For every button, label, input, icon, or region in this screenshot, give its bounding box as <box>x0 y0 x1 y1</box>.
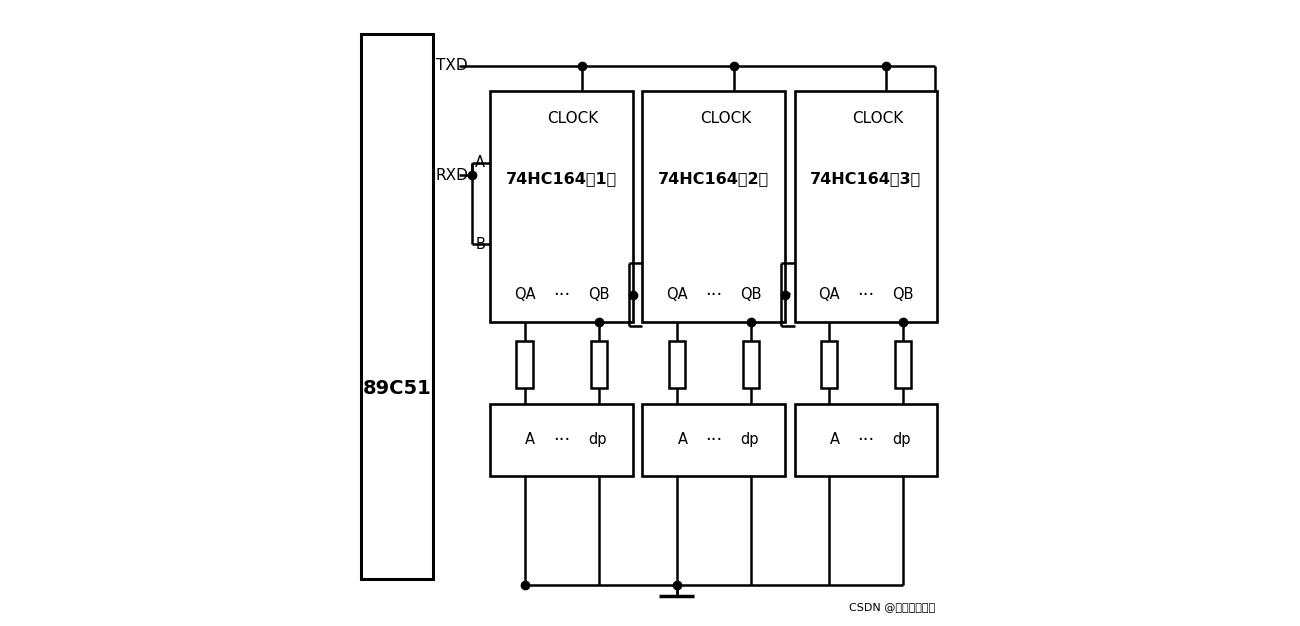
Text: QB: QB <box>588 287 610 302</box>
Text: CLOCK: CLOCK <box>852 111 903 126</box>
Text: ···: ··· <box>857 285 875 304</box>
Text: ···: ··· <box>705 431 723 449</box>
Text: TXD: TXD <box>436 58 468 73</box>
Bar <box>361 34 433 579</box>
Text: RXD: RXD <box>436 168 469 183</box>
Text: CSDN @阿杰学习笔记: CSDN @阿杰学习笔记 <box>849 602 935 612</box>
Text: 74HC164（3）: 74HC164（3） <box>810 172 922 187</box>
Text: 89C51: 89C51 <box>363 379 432 398</box>
Text: QB: QB <box>740 287 762 302</box>
Text: 74HC164（2）: 74HC164（2） <box>658 172 770 187</box>
Bar <box>742 341 759 388</box>
Text: QA: QA <box>514 287 536 302</box>
Bar <box>794 91 937 322</box>
Text: CLOCK: CLOCK <box>699 111 751 126</box>
Text: dp: dp <box>740 433 759 447</box>
Text: ···: ··· <box>705 285 723 304</box>
Bar <box>668 341 685 388</box>
Text: A: A <box>677 433 688 447</box>
Bar <box>490 91 633 322</box>
Text: CLOCK: CLOCK <box>547 111 599 126</box>
Text: B: B <box>476 237 485 252</box>
Text: QB: QB <box>892 287 914 302</box>
Text: 74HC164（1）: 74HC164（1） <box>506 172 618 187</box>
Bar <box>590 341 607 388</box>
Bar <box>516 341 533 388</box>
Bar <box>894 341 911 388</box>
Text: ···: ··· <box>552 431 571 449</box>
Text: dp: dp <box>892 433 911 447</box>
Text: ···: ··· <box>552 285 571 304</box>
Bar <box>642 404 785 476</box>
Bar <box>490 404 633 476</box>
Text: QA: QA <box>818 287 840 302</box>
Text: A: A <box>829 433 840 447</box>
Text: A: A <box>476 155 485 170</box>
Text: QA: QA <box>666 287 688 302</box>
Text: A: A <box>525 433 536 447</box>
Bar <box>820 341 837 388</box>
Bar <box>794 404 937 476</box>
Bar <box>642 91 785 322</box>
Text: ···: ··· <box>781 285 798 304</box>
Text: dp: dp <box>588 433 607 447</box>
Text: ···: ··· <box>857 431 875 449</box>
